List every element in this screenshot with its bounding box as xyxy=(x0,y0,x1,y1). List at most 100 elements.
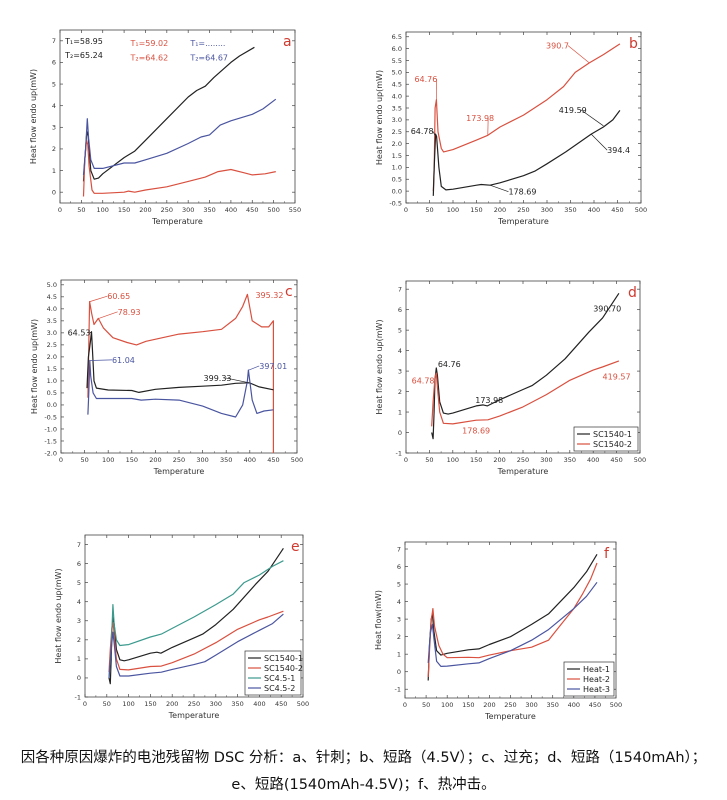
legend-entry: SC1540-2 xyxy=(593,440,632,449)
y-tick-label: 3 xyxy=(397,615,401,623)
x-tick-label: 150 xyxy=(118,206,130,214)
annotation-leader-line xyxy=(567,45,590,64)
x-tick-label: 0 xyxy=(83,700,87,708)
y-tick-label: 1 xyxy=(77,655,81,663)
x-tick-label: 200 xyxy=(494,206,506,214)
x-tick-label: 500 xyxy=(297,700,309,708)
series-line-sc1540-2 xyxy=(431,360,620,427)
x-tick-label: 150 xyxy=(462,701,474,709)
annotation-label: 395.32 xyxy=(255,291,283,300)
annotation-leader-line xyxy=(248,365,260,371)
y-tick-label: 2 xyxy=(398,388,402,396)
annotation-leader-line xyxy=(98,311,118,319)
annotation-label: 419.57 xyxy=(603,372,631,381)
x-tick-label: 0 xyxy=(58,206,62,214)
x-tick-label: 0 xyxy=(403,701,407,709)
x-tick-label: 350 xyxy=(220,456,232,464)
series-line-sc4-5-2 xyxy=(108,613,284,678)
x-axis-label: Temperature xyxy=(497,217,549,226)
annotation-label: 64.78 xyxy=(412,376,435,385)
y-tick-label: 7 xyxy=(77,541,81,549)
series-line-red xyxy=(432,43,621,192)
x-axis-label: Temperature xyxy=(168,711,220,720)
legend-entry: SC4.5-1 xyxy=(264,674,295,683)
y-tick-label: 5 xyxy=(397,580,401,588)
y-tick-label: 6 xyxy=(398,306,402,314)
x-tick-label: 450 xyxy=(246,206,258,214)
x-tick-label: 200 xyxy=(149,456,161,464)
annotation-label: T₂=64.62 xyxy=(130,53,169,62)
annotation-label: 64.78 xyxy=(411,127,434,136)
x-tick-label: 500 xyxy=(635,206,647,214)
y-tick-label: 2 xyxy=(52,145,56,153)
y-tick-label: 2.0 xyxy=(47,353,57,361)
x-tick-label: 50 xyxy=(103,700,111,708)
x-axis-label: Temperature xyxy=(484,712,536,721)
y-tick-label: -0.5 xyxy=(389,199,402,207)
series-line-black xyxy=(432,110,621,196)
y-axis-label: Heat flow(mW) xyxy=(374,590,383,650)
y-tick-label: 0 xyxy=(77,674,81,682)
y-tick-label: 1 xyxy=(398,408,402,416)
x-tick-label: 350 xyxy=(231,700,243,708)
series-line-sc4-5-1 xyxy=(108,560,284,678)
x-axis-label: Temperature xyxy=(151,217,203,226)
x-tick-label: 50 xyxy=(425,456,433,464)
annotation-leader-line xyxy=(89,295,108,302)
x-tick-label: 200 xyxy=(166,700,178,708)
annotation-leader-line xyxy=(590,133,608,151)
y-tick-label: 1 xyxy=(397,650,401,658)
y-tick-label: 5.0 xyxy=(392,69,402,77)
x-tick-label: 300 xyxy=(182,206,194,214)
x-tick-label: 50 xyxy=(422,701,430,709)
x-tick-label: 250 xyxy=(517,456,529,464)
x-tick-label: 400 xyxy=(244,456,256,464)
y-tick-label: 6 xyxy=(52,59,56,67)
x-tick-label: 500 xyxy=(634,456,646,464)
x-tick-label: 450 xyxy=(589,701,601,709)
y-tick-label: 3.5 xyxy=(47,317,57,325)
annotation-label: 60.65 xyxy=(107,292,130,301)
annotation-label: 399.33 xyxy=(204,374,232,383)
x-tick-label: 150 xyxy=(126,456,138,464)
x-tick-label: 450 xyxy=(267,456,279,464)
y-tick-label: 6.5 xyxy=(392,33,402,41)
legend-entry: SC1540-1 xyxy=(264,654,303,663)
x-tick-label: 450 xyxy=(611,206,623,214)
annotation-label: 394.4 xyxy=(607,146,630,155)
legend-box xyxy=(573,426,639,452)
y-tick-label: -2.0 xyxy=(44,449,57,457)
annotation-label: 64.76 xyxy=(414,75,437,84)
x-tick-label: 350 xyxy=(203,206,215,214)
annotation-label: T₁=........ xyxy=(189,39,225,48)
y-tick-label: 2 xyxy=(77,636,81,644)
x-tick-label: 350 xyxy=(546,701,558,709)
y-tick-label: 1 xyxy=(52,167,56,175)
series-line-sc1540-2 xyxy=(108,610,284,673)
y-tick-label: 5 xyxy=(77,579,81,587)
x-tick-label: 250 xyxy=(188,700,200,708)
legend-entry: SC1540-2 xyxy=(264,664,303,673)
x-tick-label: 100 xyxy=(102,456,114,464)
x-tick-label: 300 xyxy=(541,206,553,214)
x-axis-label: Temperature xyxy=(497,467,549,476)
y-tick-label: 0 xyxy=(398,429,402,437)
x-tick-label: 400 xyxy=(253,700,265,708)
panel-letter: e xyxy=(291,539,300,555)
y-tick-label: 0.5 xyxy=(47,389,57,397)
panel-letter: a xyxy=(283,34,292,50)
annotation-leader-line xyxy=(89,331,92,334)
annotation-label: 64.53 xyxy=(68,328,91,337)
y-tick-label: 3 xyxy=(52,124,56,132)
x-tick-label: 300 xyxy=(210,700,222,708)
y-tick-label: 3.5 xyxy=(392,104,402,112)
y-tick-label: 5.0 xyxy=(47,281,57,289)
y-tick-label: 3 xyxy=(398,367,402,375)
x-tick-label: 200 xyxy=(139,206,151,214)
x-tick-label: 450 xyxy=(275,700,287,708)
series-line-red xyxy=(82,139,276,197)
x-tick-label: 150 xyxy=(470,456,482,464)
